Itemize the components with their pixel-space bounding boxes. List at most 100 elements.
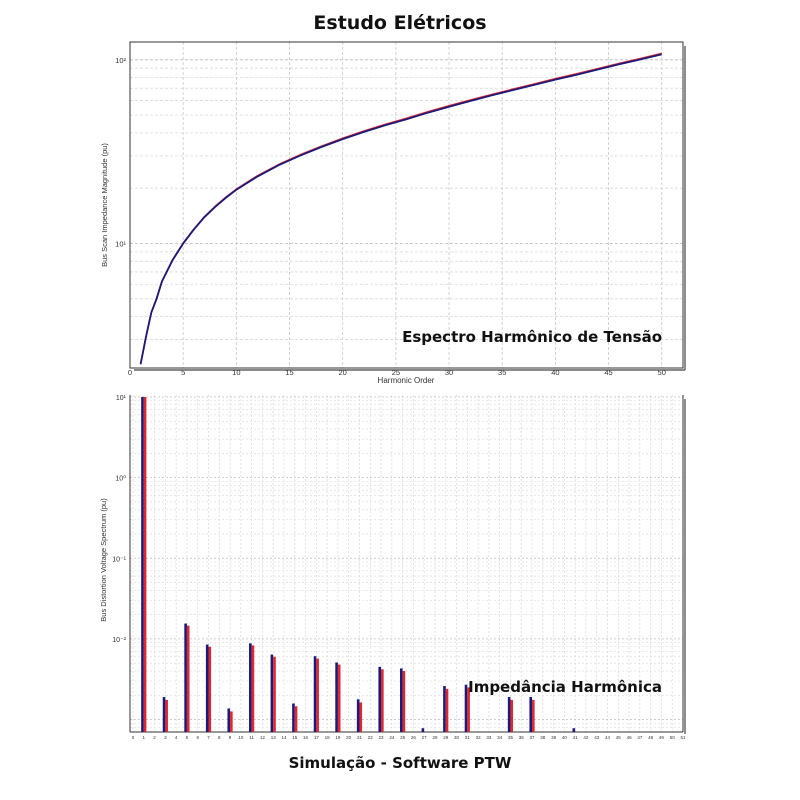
chart1-x-tick-label: 50 bbox=[658, 368, 666, 377]
chart2-x-tick-label: 45 bbox=[616, 735, 622, 740]
chart2-y-tick-label: 10⁻¹ bbox=[112, 556, 126, 563]
chart2-x-tick-label: 1 bbox=[143, 735, 146, 740]
chart2-x-tick-label: 17 bbox=[314, 735, 320, 740]
chart2-x-tick-label: 5 bbox=[186, 735, 189, 740]
chart2-x-tick-label: 9 bbox=[229, 735, 232, 740]
chart2-x-tick-label: 20 bbox=[346, 735, 352, 740]
chart2-bar-h35-s0 bbox=[507, 697, 511, 732]
chart2-bar-h27-s0 bbox=[421, 728, 425, 732]
chart2-x-tick-label: 2 bbox=[153, 735, 156, 740]
chart2-x-tick-label: 46 bbox=[627, 735, 633, 740]
chart2-bars bbox=[141, 397, 576, 732]
chart2-x-tick-label: 11 bbox=[249, 735, 254, 740]
chart2-x-tick-label: 4 bbox=[175, 735, 178, 740]
chart1-x-axis-label: Harmonic Order bbox=[378, 376, 435, 385]
chart2-bar-h21-s0 bbox=[356, 699, 360, 732]
chart1-x-tick-label: 15 bbox=[285, 368, 293, 377]
chart2-x-tick-label: 38 bbox=[540, 735, 546, 740]
chart2-bar-h3-s1 bbox=[165, 699, 168, 732]
chart2-bar-h17-s0 bbox=[313, 656, 317, 732]
chart2-x-tick-label: 43 bbox=[594, 735, 600, 740]
chart2-bar-h5-s0 bbox=[184, 623, 187, 732]
chart2-x-tick-label: 49 bbox=[659, 735, 665, 740]
chart2-x-tick-label: 51 bbox=[680, 735, 686, 740]
chart2-x-tick-label: 0 bbox=[132, 735, 135, 740]
chart2-grid bbox=[130, 395, 684, 733]
chart2-x-tick-label: 25 bbox=[400, 735, 406, 740]
page-title: Estudo Elétricos bbox=[313, 12, 487, 34]
chart2-x-tick-label: 26 bbox=[411, 735, 417, 740]
chart2-x-tick-label: 39 bbox=[551, 735, 557, 740]
chart2-x-tick-label: 13 bbox=[271, 735, 277, 740]
chart2-bar-h23-s1 bbox=[381, 669, 384, 732]
chart2-x-tick-label: 32 bbox=[476, 735, 482, 740]
chart2-x-tick-label: 28 bbox=[432, 735, 438, 740]
chart1-x-tick-label: 10 bbox=[232, 368, 240, 377]
chart2-bar-h37-s1 bbox=[532, 699, 535, 732]
chart2-bar-h31-s0 bbox=[464, 684, 468, 732]
chart2-x-ticks: 0 1 2 3 4 5 6 7 8 9 10 11 12 13 14 15 16 17 18 19 20 21 22 23 24… bbox=[132, 735, 686, 740]
chart2-x-tick-label: 30 bbox=[454, 735, 460, 740]
chart1-series-line-0 bbox=[139, 53, 662, 365]
footer-caption: Simulação - Software PTW bbox=[288, 754, 512, 772]
chart2-x-tick-label: 24 bbox=[389, 735, 395, 740]
chart1-x-tick-label: 20 bbox=[339, 368, 347, 377]
chart2-x-tick-label: 8 bbox=[218, 735, 221, 740]
chart2-x-tick-label: 44 bbox=[605, 735, 611, 740]
chart2-y-axis-label: Bus Distortion Voltage Spectrum (pu) bbox=[99, 498, 108, 622]
chart2-bar-h29-s0 bbox=[443, 686, 446, 732]
chart2-y-tick-label: 10⁰ bbox=[115, 475, 126, 483]
chart2-x-tick-label: 23 bbox=[379, 735, 385, 740]
chart2-bar-h13-s1 bbox=[273, 656, 276, 732]
chart2-x-tick-label: 3 bbox=[164, 735, 167, 740]
chart2-x-tick-label: 18 bbox=[325, 735, 331, 740]
chart1-x-tick-label: 45 bbox=[604, 368, 612, 377]
chart2-x-tick-label: 37 bbox=[530, 735, 536, 740]
chart2-y-tick-label: 10¹ bbox=[116, 395, 127, 402]
chart2-x-tick-label: 47 bbox=[637, 735, 643, 740]
chart2-bar-h1-s0 bbox=[141, 397, 144, 732]
chart2-y-ticks: 10¹ 10⁰ 10⁻¹ 10⁻² bbox=[112, 395, 126, 644]
chart2-x-tick-label: 7 bbox=[207, 735, 210, 740]
chart2-x-tick-label: 10 bbox=[238, 735, 244, 740]
chart2-x-tick-label: 33 bbox=[486, 735, 492, 740]
chart2-bar-h41-s0 bbox=[572, 728, 576, 732]
chart2-bar-h11-s0 bbox=[249, 643, 252, 732]
chart2-bar-h5-s1 bbox=[186, 625, 190, 732]
chart2-bar-h19-s0 bbox=[335, 662, 338, 732]
chart2-bar-h21-s1 bbox=[359, 702, 363, 732]
chart1-y-ticks: 10¹ 10² bbox=[115, 56, 126, 249]
chart2-bar-h9-s1 bbox=[230, 711, 233, 732]
chart2-x-tick-label: 40 bbox=[562, 735, 568, 740]
chart2-bar-h7-s0 bbox=[205, 644, 209, 732]
chart2-x-tick-label: 29 bbox=[443, 735, 449, 740]
chart2-bar-h3-s0 bbox=[162, 697, 166, 732]
chart1-x-tick-label: 35 bbox=[498, 368, 506, 377]
chart1-x-tick-label: 25 bbox=[392, 368, 400, 377]
chart2-bar-h9-s0 bbox=[227, 708, 231, 732]
chart1-frame bbox=[129, 41, 684, 369]
chart1-y-axis-label: Bus Scan Impedance Magnitude (pu) bbox=[100, 143, 109, 267]
chart2-y-tick-label: 10⁻² bbox=[112, 637, 126, 644]
chart2-bar-h29-s1 bbox=[445, 688, 449, 732]
chart2-x-tick-label: 35 bbox=[508, 735, 514, 740]
chart1-x-tick-label: 30 bbox=[445, 368, 453, 377]
chart1-y-tick-label: 10² bbox=[115, 56, 126, 65]
chart2-bar-h1-s1 bbox=[143, 397, 147, 732]
chart2-bar-h7-s1 bbox=[208, 646, 212, 732]
chart2-bar-h15-s0 bbox=[292, 703, 295, 732]
chart1-overlay-label: Espectro Harmônico de Tensão bbox=[402, 328, 662, 346]
chart2-bar-h13-s0 bbox=[270, 654, 274, 732]
chart2-x-tick-label: 42 bbox=[583, 735, 589, 740]
chart1-grid bbox=[129, 42, 683, 368]
chart2-x-tick-label: 50 bbox=[670, 735, 676, 740]
chart2-bar-h35-s1 bbox=[510, 699, 514, 732]
chart1-x-tick-label: 40 bbox=[551, 368, 559, 377]
chart2-x-tick-label: 14 bbox=[281, 735, 287, 740]
chart2-bar-h11-s1 bbox=[251, 645, 255, 732]
chart2-x-tick-label: 34 bbox=[497, 735, 503, 740]
chart2-bar-h15-s1 bbox=[294, 706, 298, 732]
chart2-bar-h25-s1 bbox=[402, 670, 406, 732]
